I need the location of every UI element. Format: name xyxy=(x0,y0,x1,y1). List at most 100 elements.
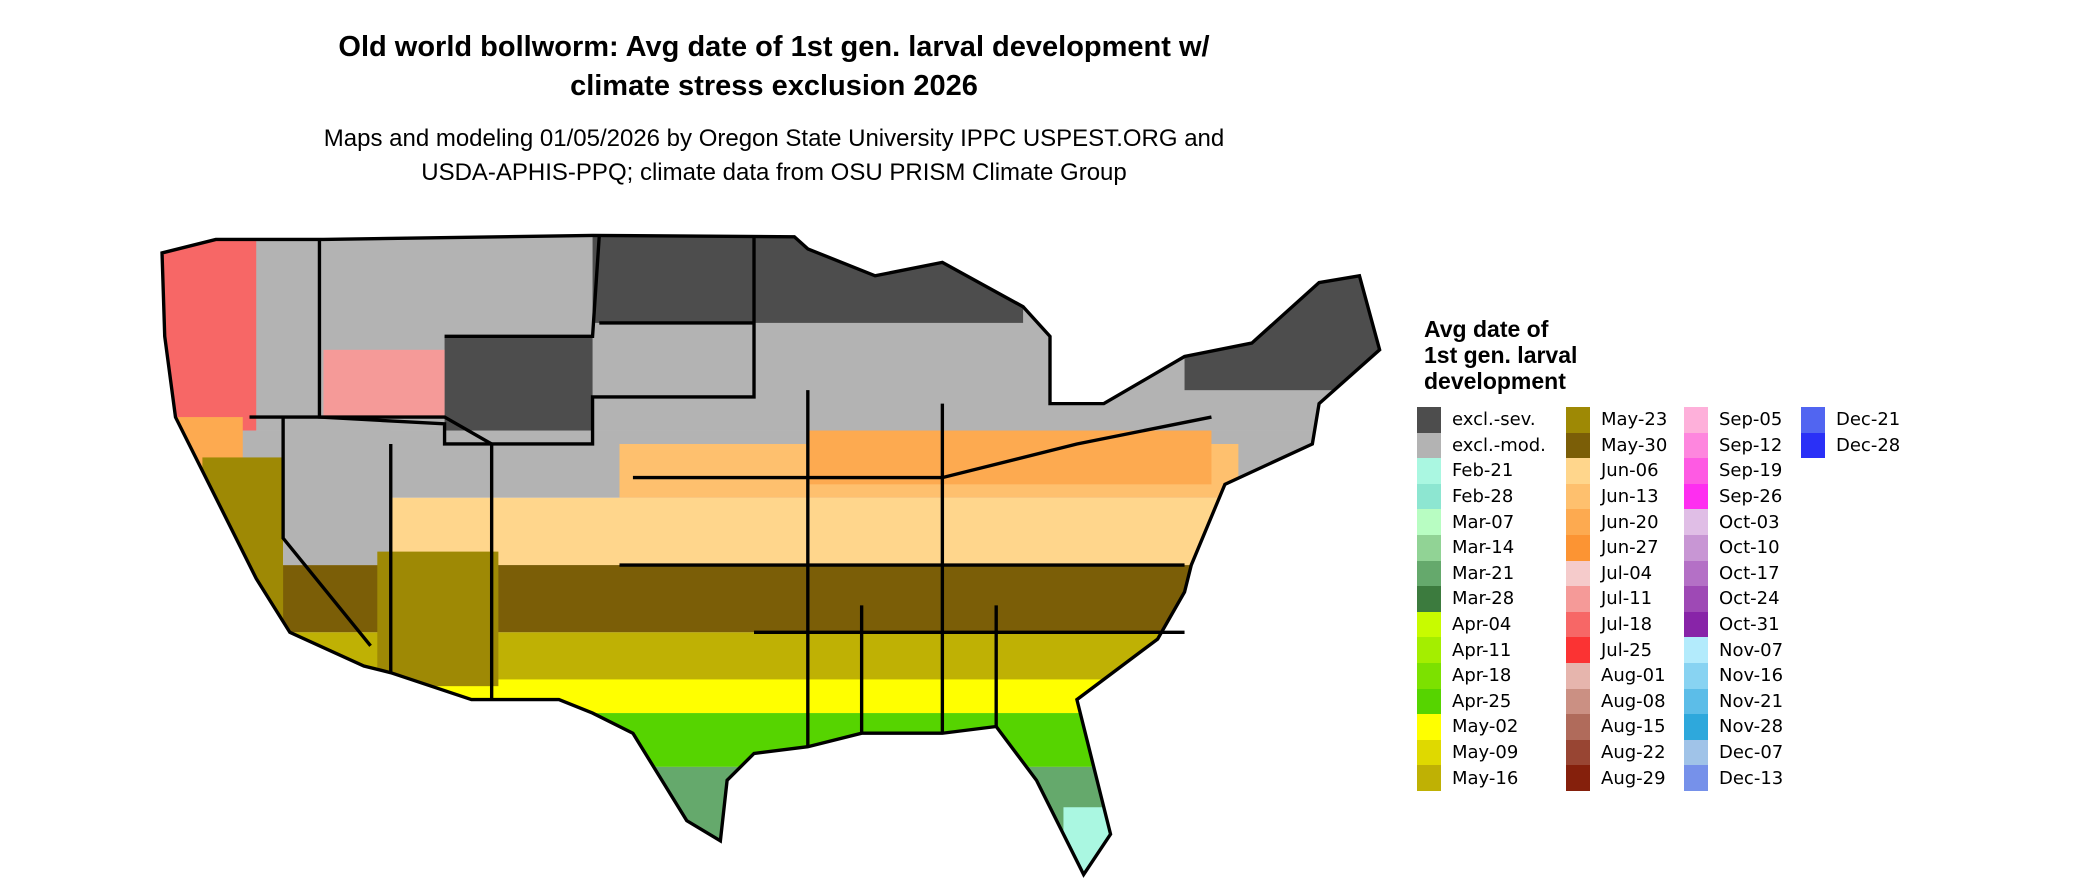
legend-column: excl.-sev. excl.-mod. Feb-21 Feb-28 Mar-07 Ma… xyxy=(1417,407,1546,791)
legend-label: Dec-21 xyxy=(1836,409,1901,431)
legend-label: Oct-10 xyxy=(1719,537,1780,559)
legend-label: Oct-31 xyxy=(1719,614,1780,636)
legend-label: Dec-07 xyxy=(1719,742,1784,764)
legend-swatch xyxy=(1684,765,1708,791)
legend-swatch xyxy=(1566,483,1590,510)
map-title: Old world bollworm: Avg date of 1st gen.… xyxy=(174,28,1374,106)
legend-item: Sep-19 xyxy=(1684,458,1783,484)
legend-swatch xyxy=(1566,432,1590,459)
legend-swatch xyxy=(1566,662,1590,689)
legend-swatch xyxy=(1684,458,1708,484)
legend-item: Sep-05 xyxy=(1684,407,1783,433)
legend-label: Aug-01 xyxy=(1601,665,1666,687)
legend-swatch xyxy=(1801,432,1825,459)
legend-swatch xyxy=(1417,458,1441,484)
legend-swatch xyxy=(1417,432,1441,459)
legend-item: Nov-07 xyxy=(1684,637,1783,663)
legend-title-line: 1st gen. larval xyxy=(1424,342,1578,368)
legend-swatch xyxy=(1566,586,1590,612)
legend-item: Apr-04 xyxy=(1417,611,1546,638)
legend-label: Jun-27 xyxy=(1601,537,1659,559)
legend-label: excl.-mod. xyxy=(1452,434,1546,456)
legend-label: Apr-25 xyxy=(1452,690,1512,712)
legend-swatch xyxy=(1684,432,1708,459)
legend-item: Jun-27 xyxy=(1566,534,1667,561)
legend-item: Oct-03 xyxy=(1684,509,1783,535)
legend-swatch xyxy=(1684,739,1708,766)
legend-label: Nov-07 xyxy=(1719,639,1784,661)
legend-item: Aug-08 xyxy=(1566,688,1667,715)
legend-item: Jun-06 xyxy=(1566,458,1667,484)
legend-label: Nov-28 xyxy=(1719,716,1784,738)
legend-swatch xyxy=(1566,765,1590,791)
legend-item: Mar-07 xyxy=(1417,509,1546,535)
legend-swatch xyxy=(1417,483,1441,510)
legend-label: Apr-18 xyxy=(1452,665,1512,687)
legend-item: excl.-sev. xyxy=(1417,407,1546,433)
legend-swatch xyxy=(1684,509,1708,535)
legend-swatch xyxy=(1684,662,1708,689)
legend-item: May-16 xyxy=(1417,765,1546,791)
legend-item: Dec-28 xyxy=(1801,432,1901,459)
legend-label: Dec-28 xyxy=(1836,434,1901,456)
legend-swatch xyxy=(1566,560,1590,587)
legend-item: Oct-24 xyxy=(1684,586,1783,612)
legend-item: Jul-18 xyxy=(1566,611,1667,638)
legend-label: Jul-25 xyxy=(1601,639,1653,661)
legend-item: Aug-01 xyxy=(1566,662,1667,689)
legend-swatch xyxy=(1417,739,1441,766)
legend-column: May-23 May-30 Jun-06 Jun-13 Jun-20 Jun-27 Jul-… xyxy=(1566,407,1667,791)
legend-label: Sep-12 xyxy=(1719,434,1783,456)
legend-label: Aug-15 xyxy=(1601,716,1666,738)
legend-swatch xyxy=(1566,714,1590,740)
legend-item: Mar-21 xyxy=(1417,560,1546,587)
legend-item: Mar-28 xyxy=(1417,586,1546,612)
legend-swatch xyxy=(1417,407,1441,433)
legend-swatch xyxy=(1417,611,1441,638)
legend-item: Oct-10 xyxy=(1684,534,1783,561)
legend-swatch xyxy=(1417,765,1441,791)
legend-swatch xyxy=(1566,458,1590,484)
legend-label: excl.-sev. xyxy=(1452,409,1536,431)
title-line-2: climate stress exclusion 2026 xyxy=(570,70,978,102)
legend-swatch xyxy=(1684,534,1708,561)
legend-item: Oct-17 xyxy=(1684,560,1783,587)
legend-label: Nov-16 xyxy=(1719,665,1784,687)
legend-item: Apr-18 xyxy=(1417,662,1546,689)
legend-label: Mar-14 xyxy=(1452,537,1515,559)
legend-item: Aug-15 xyxy=(1566,714,1667,740)
legend-item: Nov-21 xyxy=(1684,688,1784,715)
legend-swatch xyxy=(1684,586,1708,612)
map-subtitle: Maps and modeling 01/05/2026 by Oregon S… xyxy=(174,122,1374,190)
legend-swatch xyxy=(1566,637,1590,663)
legend-label: Feb-28 xyxy=(1452,486,1514,508)
legend-title-line: Avg date of xyxy=(1424,316,1549,342)
legend-swatch xyxy=(1684,407,1708,433)
legend-swatch xyxy=(1684,714,1708,740)
legend-item: Apr-11 xyxy=(1417,637,1546,663)
legend-label: May-09 xyxy=(1452,742,1519,764)
legend-item: Dec-07 xyxy=(1684,739,1784,766)
legend-swatch xyxy=(1566,534,1590,561)
legend-item: Sep-26 xyxy=(1684,483,1783,510)
legend-item: Feb-21 xyxy=(1417,458,1546,484)
legend-swatch xyxy=(1566,688,1590,715)
legend-item: Aug-22 xyxy=(1566,739,1667,766)
legend-label: May-16 xyxy=(1452,767,1519,789)
legend-swatch xyxy=(1417,637,1441,663)
legend-label: Nov-21 xyxy=(1719,690,1784,712)
legend-item: Oct-31 xyxy=(1684,611,1783,638)
legend-item: Jul-25 xyxy=(1566,637,1667,663)
title-line-1: Old world bollworm: Avg date of 1st gen.… xyxy=(338,31,1210,63)
legend-item: May-02 xyxy=(1417,714,1546,740)
legend-label: Jul-04 xyxy=(1601,562,1653,584)
legend-label: Sep-26 xyxy=(1719,486,1783,508)
legend-item: May-23 xyxy=(1566,407,1667,433)
legend-label: Aug-29 xyxy=(1601,767,1666,789)
map-fill xyxy=(162,235,1380,875)
legend-item: Dec-21 xyxy=(1801,407,1900,433)
legend-item: Feb-28 xyxy=(1417,483,1546,510)
legend-label: May-30 xyxy=(1601,434,1668,456)
legend-swatch xyxy=(1566,611,1590,638)
